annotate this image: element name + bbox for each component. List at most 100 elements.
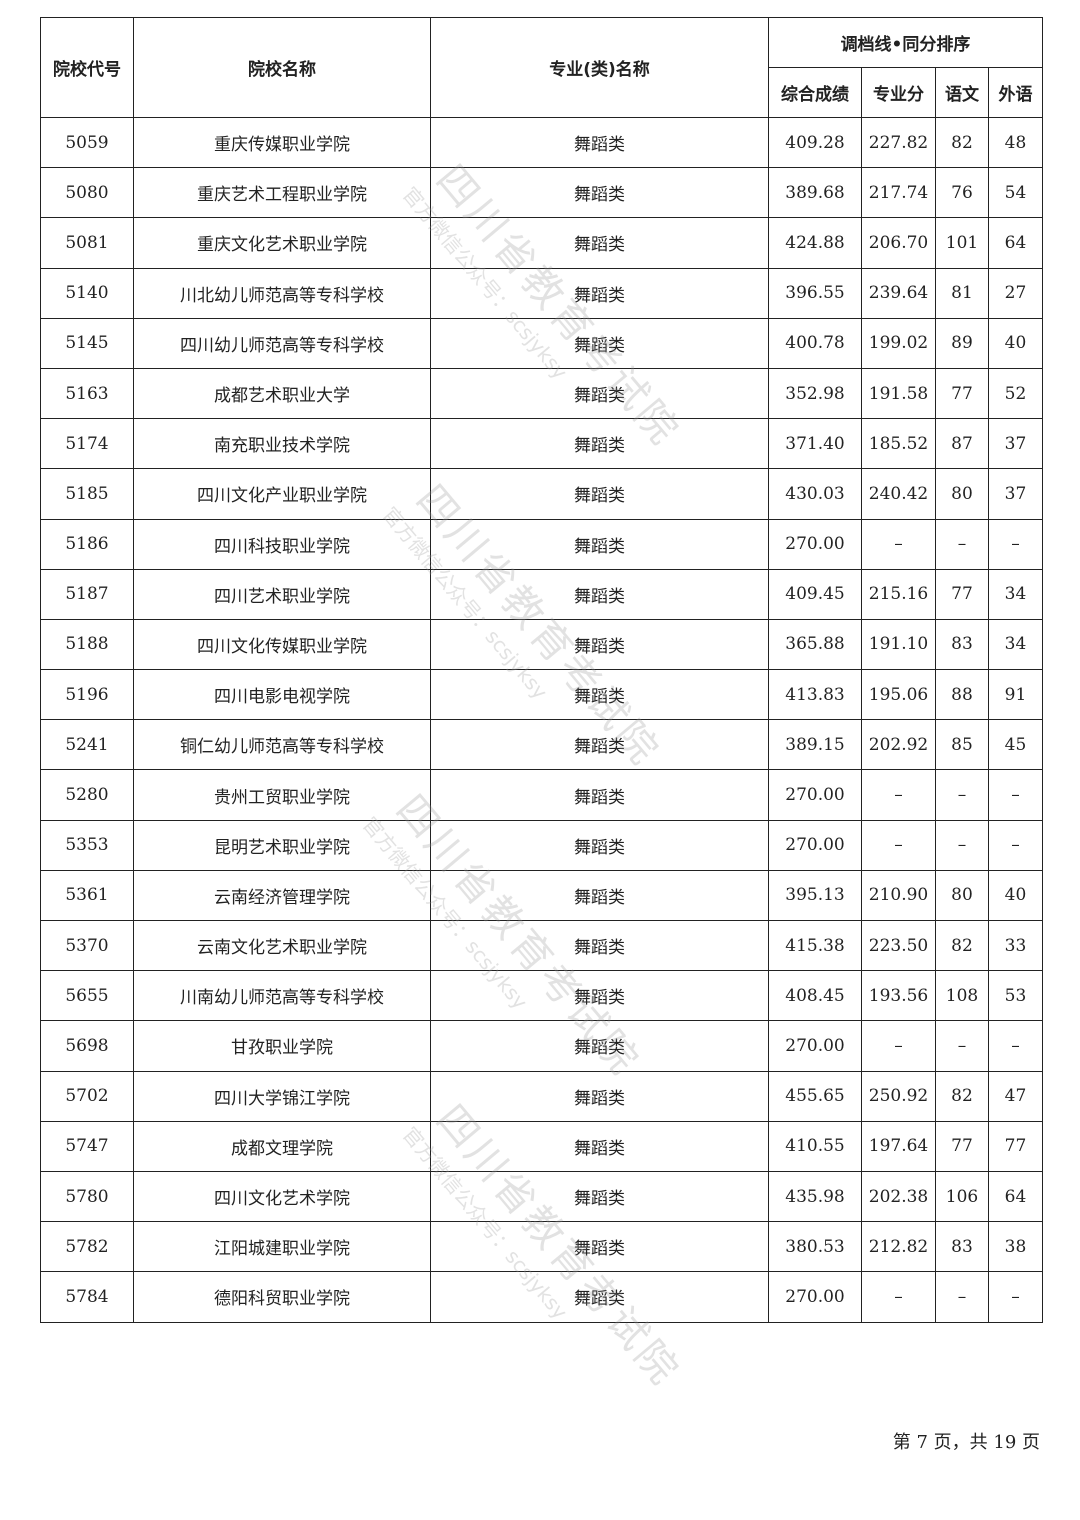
table-row: 5188 四川文化传媒职业学院 舞蹈类 365.88 191.10 83 34 [40,618,1043,671]
table-row: 5280 贵州工贸职业学院 舞蹈类 270.00– – – [40,769,1043,821]
cell-code: 5145 [40,317,134,369]
cell-foreign: – [988,518,1043,570]
cell-name: 四川艺术职业学院 [133,568,431,620]
cell-code: 5370 [40,919,134,972]
cell-name: 成都艺术职业大学 [133,367,431,420]
cell-code: 5702 [40,1070,134,1122]
cell-code: 5186 [40,518,134,570]
cell-foreign: – [988,819,1043,871]
cell-name: 成都文理学院 [133,1120,431,1172]
table-row: 5174 南充职业技术学院 舞蹈类 371.40 185.52 87 37 [40,418,1043,470]
cell-major: 舞蹈类 [430,1221,769,1273]
cell-major: 舞蹈类 [430,1271,769,1323]
header-code: 院校代号 [40,17,134,118]
cell-total: 455.65 [768,1070,862,1122]
cell-total: 352.98 [768,367,862,420]
cell-professional: 250.92 [861,1070,936,1122]
cell-code: 5782 [40,1221,134,1273]
cell-chinese: 77 [935,367,989,420]
cell-major: 舞蹈类 [430,1120,769,1172]
cell-name: 重庆艺术工程职业学院 [133,167,431,219]
cell-major: 舞蹈类 [430,468,769,520]
cell-total: 380.53 [768,1221,862,1273]
cell-foreign: 33 [988,919,1043,972]
cell-name: 云南经济管理学院 [133,869,431,922]
cell-major: 舞蹈类 [430,116,769,169]
cell-code: 5784 [40,1271,134,1323]
cell-chinese: 82 [935,1070,989,1122]
cell-professional: – [861,819,936,871]
cell-total: 415.38 [768,919,862,972]
cell-foreign: 34 [988,568,1043,620]
cell-foreign: – [988,1271,1043,1323]
cell-major: 舞蹈类 [430,970,769,1022]
cell-foreign: 64 [988,1170,1043,1223]
cell-chinese: 101 [935,217,989,269]
cell-professional: 197.64 [861,1120,936,1172]
cell-code: 5698 [40,1020,134,1072]
cell-chinese: 88 [935,669,989,721]
header-total: 综合成绩 [768,67,862,118]
cell-professional: 212.82 [861,1221,936,1273]
cell-total: 413.83 [768,669,862,721]
cell-major: 舞蹈类 [430,418,769,470]
cell-professional: 206.70 [861,217,936,269]
cell-major: 舞蹈类 [430,367,769,420]
cell-major: 舞蹈类 [430,719,769,771]
page-footer: 第 7 页，共 19 页 [892,1432,1040,1453]
cell-total: 410.55 [768,1120,862,1172]
cell-professional: 239.64 [861,267,936,319]
cell-foreign: 48 [988,116,1043,169]
table-row: 5140 川北幼儿师范高等专科学校 舞蹈类 396.55 239.64 81 27 [40,267,1043,319]
cell-major: 舞蹈类 [430,568,769,620]
cell-chinese: 77 [935,568,989,620]
cell-foreign: 47 [988,1070,1043,1122]
header-group: 调档线•同分排序 [768,17,1043,68]
cell-name: 四川大学锦江学院 [133,1070,431,1122]
cell-chinese: 77 [935,1120,989,1172]
cell-foreign: – [988,1020,1043,1072]
cell-chinese: 83 [935,618,989,671]
table-row: 5186 四川科技职业学院 舞蹈类 270.00– – – [40,518,1043,570]
cell-total: 365.88 [768,618,862,671]
table-row: 5145 四川幼儿师范高等专科学校 舞蹈类 400.78 199.02 89 40 [40,317,1043,369]
cell-major: 舞蹈类 [430,1020,769,1072]
cell-professional: 217.74 [861,167,936,219]
header-foreign: 外语 [988,67,1043,118]
cell-total: 435.98 [768,1170,862,1223]
cell-code: 5280 [40,769,134,821]
cell-total: 389.68 [768,167,862,219]
cell-major: 舞蹈类 [430,669,769,721]
cell-code: 5188 [40,618,134,671]
cell-major: 舞蹈类 [430,167,769,219]
cell-total: 270.00 [768,1020,862,1072]
cell-chinese: 81 [935,267,989,319]
table-row: 5702 四川大学锦江学院 舞蹈类 455.65 250.92 82 47 [40,1070,1043,1122]
cell-chinese: 87 [935,418,989,470]
cell-code: 5140 [40,267,134,319]
cell-name: 云南文化艺术职业学院 [133,919,431,972]
cell-foreign: 52 [988,367,1043,420]
cell-name: 四川文化产业职业学院 [133,468,431,520]
cell-professional: – [861,1020,936,1072]
cell-chinese: 85 [935,719,989,771]
cell-name: 四川文化艺术学院 [133,1170,431,1223]
cell-name: 四川科技职业学院 [133,518,431,570]
cell-foreign: 40 [988,869,1043,922]
cell-name: 德阳科贸职业学院 [133,1271,431,1323]
cell-major: 舞蹈类 [430,1170,769,1223]
table-row: 5185 四川文化产业职业学院 舞蹈类 430.03 240.42 80 37 [40,468,1043,520]
cell-major: 舞蹈类 [430,618,769,671]
table-body: 5059 重庆传媒职业学院 舞蹈类 409.28 227.82 82 48 5080 重庆艺术工… [40,116,1043,1323]
cell-code: 5780 [40,1170,134,1223]
cell-chinese: 106 [935,1170,989,1223]
cell-foreign: 38 [988,1221,1043,1273]
table-row: 5353 昆明艺术职业学院 舞蹈类 270.00– – – [40,819,1043,871]
cell-name: 铜仁幼儿师范高等专科学校 [133,719,431,771]
table-row: 5782 江阳城建职业学院 舞蹈类 380.53 212.82 83 38 [40,1221,1043,1273]
cell-total: 424.88 [768,217,862,269]
cell-chinese: – [935,769,989,821]
cell-foreign: 54 [988,167,1043,219]
cell-code: 5080 [40,167,134,219]
cell-total: 396.55 [768,267,862,319]
